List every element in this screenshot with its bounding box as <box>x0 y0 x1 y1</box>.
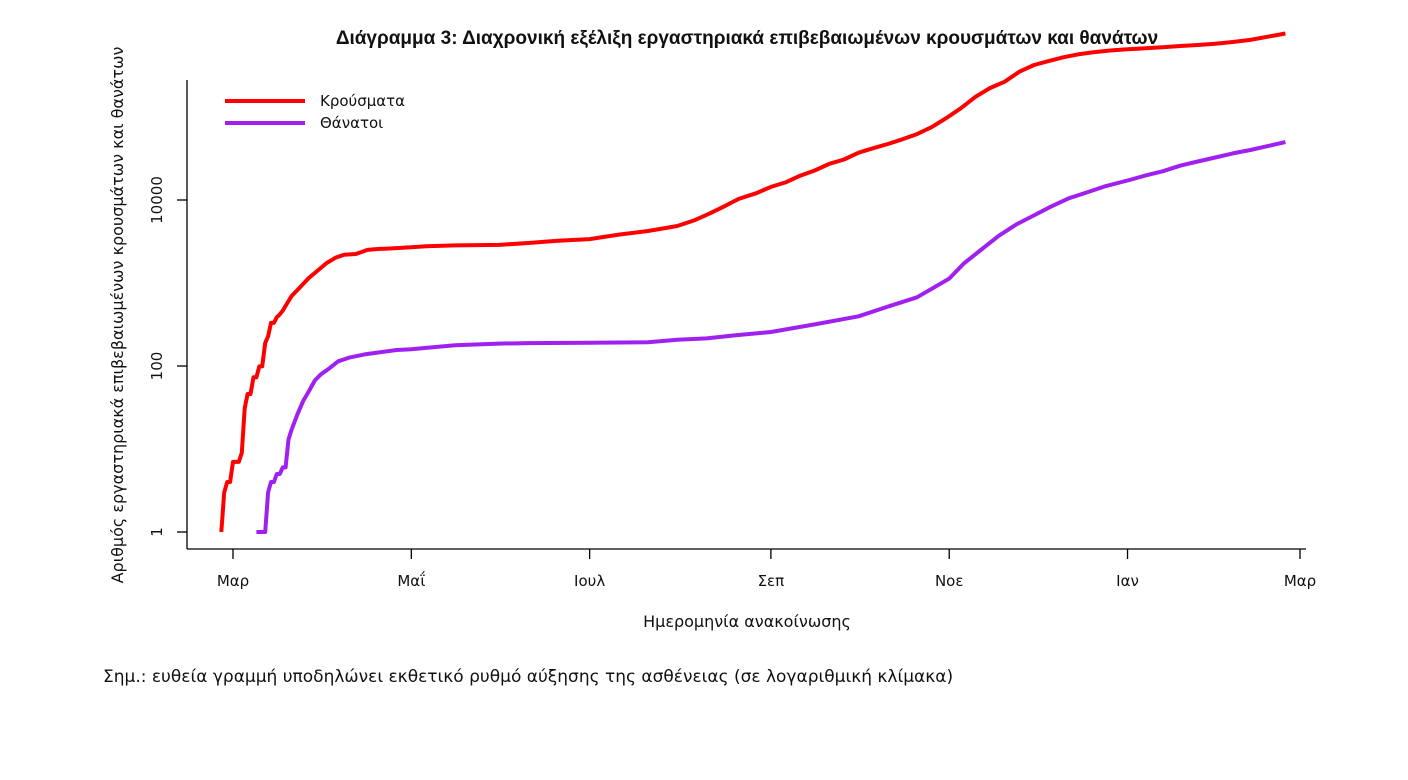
x-tick-label: Μαΐ <box>397 570 425 590</box>
series-line-cases <box>219 31 1286 533</box>
series-line-deaths <box>256 140 1286 534</box>
legend: Κρούσματα Θάνατοι <box>225 92 405 132</box>
chart-title: Διάγραμμα 3: Διαχρονική εξέλιξη εργαστηρ… <box>336 28 1158 49</box>
ticks: 1 100 10000 Μαρ Μαΐ Ιουλ Σεπ Νοε Ιαν Μαρ <box>148 176 1316 590</box>
x-tick-label: Μαρ <box>1284 572 1316 590</box>
legend-label: Θάνατοι <box>320 114 383 132</box>
series-layer <box>219 31 1286 534</box>
y-axis-label: Αριθμός εργαστηριακά επιβεβαιωμένων κρου… <box>108 47 127 584</box>
x-tick-label: Νοε <box>935 572 964 590</box>
x-tick-label: Ιουλ <box>574 572 605 590</box>
x-axis-label: Ημερομηνία ανακοίνωσης <box>643 612 851 631</box>
axes <box>186 80 1306 550</box>
y-tick-label: 1 <box>148 527 166 537</box>
y-tick-label: 100 <box>148 352 166 381</box>
legend-label: Κρούσματα <box>320 92 405 110</box>
x-tick-label: Ιαν <box>1116 572 1139 590</box>
y-tick-label: 10000 <box>148 176 166 224</box>
chart: Διάγραμμα 3: Διαχρονική εξέλιξη εργαστηρ… <box>108 28 1316 631</box>
footnote: Σημ.: ευθεία γραμμή υποδηλώνει εκθετικό … <box>103 667 954 687</box>
x-tick-label: Σεπ <box>758 572 785 590</box>
x-tick-label: Μαρ <box>217 572 249 590</box>
